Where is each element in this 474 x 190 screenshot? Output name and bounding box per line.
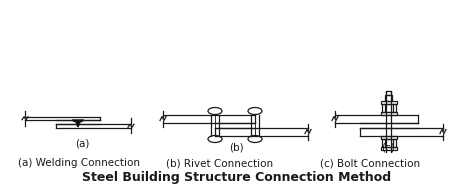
- Text: Steel Building Structure Connection Method: Steel Building Structure Connection Meth…: [82, 172, 392, 184]
- Polygon shape: [73, 120, 83, 127]
- Bar: [385, 94, 392, 101]
- Bar: [386, 90, 392, 94]
- Bar: [381, 135, 397, 139]
- Bar: [382, 104, 396, 112]
- Text: (a) Welding Connection: (a) Welding Connection: [18, 158, 140, 168]
- Bar: [382, 139, 396, 146]
- Bar: [381, 146, 397, 150]
- Text: (b) Rivet Connection: (b) Rivet Connection: [166, 158, 273, 168]
- Text: (c) Bolt Connection: (c) Bolt Connection: [320, 158, 420, 168]
- Bar: [381, 101, 397, 104]
- Text: (a): (a): [75, 139, 89, 149]
- Text: (c): (c): [381, 143, 395, 153]
- Text: (b): (b): [228, 143, 243, 153]
- Bar: [381, 112, 397, 115]
